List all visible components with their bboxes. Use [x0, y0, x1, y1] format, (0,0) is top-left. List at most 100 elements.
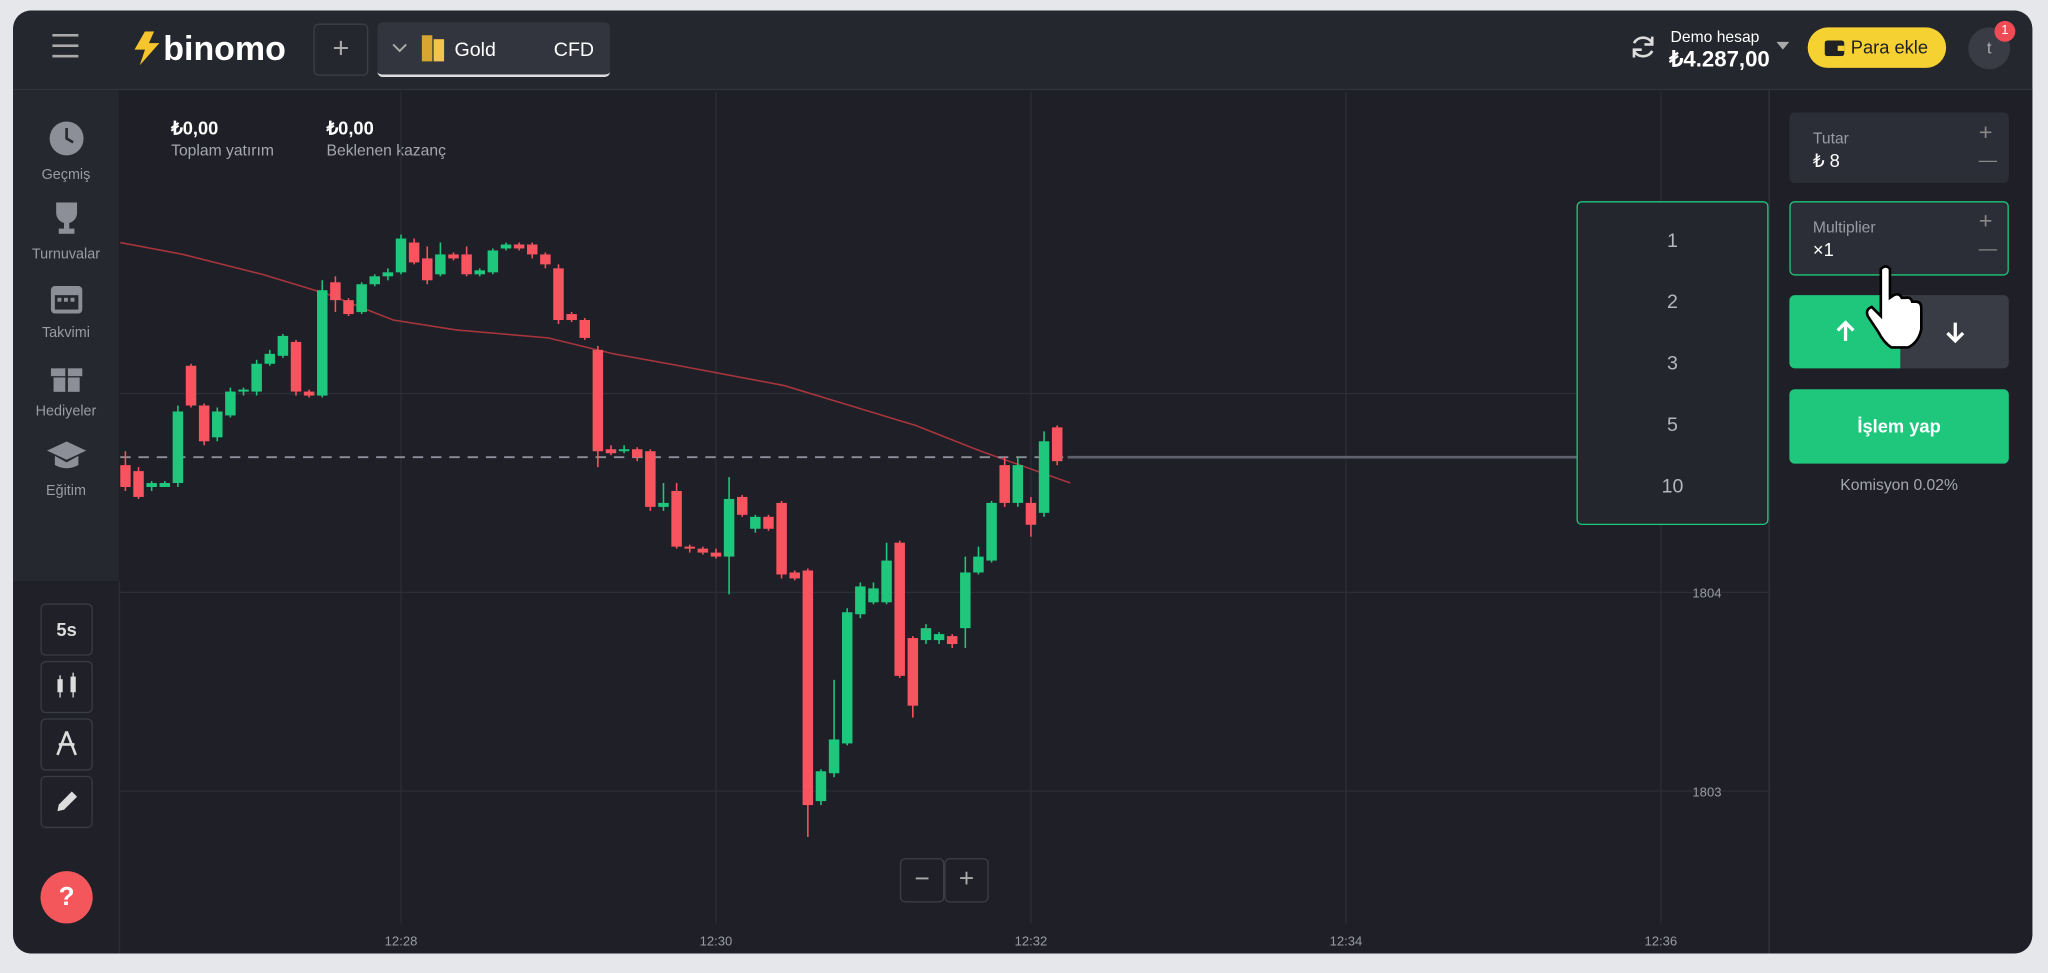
- trade-button[interactable]: İşlem yap: [1789, 389, 2009, 464]
- multiplier-label: Multiplier: [1812, 218, 1876, 237]
- dropdown-option[interactable]: 10: [1661, 475, 1684, 498]
- candle-body: [395, 238, 407, 273]
- multiplier-dropdown: 1 2 3 5 10: [1576, 201, 1769, 526]
- candle-body: [159, 483, 171, 488]
- window: binomo + Gold CFD Demo hesap ₺4.287,00 P…: [13, 10, 2033, 954]
- candle-body: [618, 449, 630, 452]
- candle-body: [343, 300, 354, 315]
- dropdown-option[interactable]: 2: [1667, 291, 1678, 314]
- x-tick-label: 12:30: [700, 934, 733, 949]
- candle-body: [133, 471, 144, 497]
- draw-button[interactable]: [40, 775, 93, 829]
- candle-body: [802, 570, 814, 806]
- zoom-out[interactable]: −: [899, 858, 945, 903]
- increase[interactable]: +: [1978, 118, 1993, 145]
- candle-body: [710, 552, 722, 557]
- indicators-button[interactable]: [40, 718, 93, 771]
- candle-body: [828, 739, 840, 774]
- candle-body: [894, 542, 905, 676]
- candle-body: [815, 771, 827, 802]
- candle-body: [264, 353, 276, 364]
- sidebar-label: Geçmiş: [41, 167, 91, 183]
- arrow-down: [1946, 322, 1965, 344]
- candle-body: [736, 496, 748, 515]
- candle-body: [225, 391, 236, 416]
- balance[interactable]: ₺4.287,00: [1669, 47, 1770, 72]
- x-tick-label: 12:28: [385, 934, 418, 949]
- candle-body: [356, 284, 367, 313]
- candle-body: [763, 516, 774, 529]
- chart-type-button[interactable]: [40, 660, 93, 714]
- dropdown-option[interactable]: 3: [1667, 352, 1678, 375]
- chevron: [1776, 41, 1790, 50]
- add-tab[interactable]: +: [313, 23, 369, 76]
- dropdown-option[interactable]: 5: [1667, 414, 1678, 437]
- help-button[interactable]: ?: [40, 871, 93, 924]
- decrease[interactable]: —: [1978, 148, 1998, 170]
- asset-tab[interactable]: [377, 22, 610, 78]
- candle-body: [408, 242, 420, 263]
- candle-body: [1038, 441, 1050, 513]
- increase[interactable]: +: [1978, 207, 1993, 234]
- candle-body: [933, 634, 945, 641]
- candle-body: [841, 612, 853, 744]
- calendar-icon[interactable]: [48, 281, 85, 315]
- candle-body: [474, 270, 485, 275]
- candle-body: [789, 572, 800, 579]
- candle-body: [723, 498, 735, 557]
- brand: binomo: [163, 28, 286, 68]
- candle-body: [750, 516, 761, 529]
- multiplier-input[interactable]: [1789, 201, 2009, 276]
- sync-icon[interactable]: [1629, 33, 1658, 62]
- amount-value: ₺ 8: [1812, 150, 1840, 172]
- candle-body: [185, 365, 197, 406]
- stat-label: Toplam yatırım: [171, 141, 274, 160]
- candle-body: [960, 572, 971, 629]
- dropdown-option[interactable]: 1: [1667, 229, 1678, 253]
- candle-body: [946, 636, 958, 645]
- candle-body: [251, 363, 262, 392]
- arrow-up: [1836, 320, 1855, 341]
- amount-input[interactable]: [1789, 112, 2009, 183]
- pencil-icon: [57, 791, 78, 812]
- moving-average: [120, 241, 1071, 484]
- x-tick-label: 12:32: [1015, 934, 1048, 949]
- candle-body: [277, 335, 289, 356]
- candle-body: [513, 244, 525, 249]
- x-tick-label: 12:34: [1330, 934, 1363, 949]
- candle-body: [330, 282, 341, 301]
- sidebar-label: Takvimi: [41, 325, 90, 341]
- candle-body: [238, 389, 249, 392]
- education-icon[interactable]: [46, 439, 88, 473]
- chevron: [392, 43, 407, 53]
- candle-body: [697, 548, 709, 553]
- decrease[interactable]: —: [1978, 237, 1998, 259]
- gift-icon[interactable]: [48, 359, 85, 393]
- trophy-icon[interactable]: [48, 200, 85, 237]
- asset-name: Gold: [454, 39, 496, 62]
- history-icon[interactable]: [48, 120, 85, 157]
- hand-cursor: [1865, 265, 1923, 349]
- candle-body: [986, 502, 997, 561]
- y-tick-label: 1804: [1692, 586, 1721, 601]
- candle-body: [776, 502, 787, 575]
- commission: Komisyon 0.02%: [1840, 475, 1958, 494]
- candle-body: [1012, 465, 1024, 503]
- x-tick-label: 12:36: [1645, 934, 1678, 949]
- candle-body: [198, 405, 210, 442]
- asset-type: CFD: [553, 39, 595, 62]
- candle-body: [369, 276, 381, 285]
- menu-icon[interactable]: [52, 33, 81, 58]
- candle-body: [920, 628, 932, 641]
- candle-body: [435, 254, 446, 275]
- timeframe-button[interactable]: 5s: [40, 603, 93, 656]
- candle-body: [317, 290, 328, 396]
- logo-bolt: [134, 31, 160, 66]
- zoom-in[interactable]: +: [944, 858, 989, 903]
- candle-body: [592, 349, 604, 452]
- candle-body: [500, 244, 512, 249]
- sidebar-label: Eğitim: [45, 483, 86, 499]
- candle-body: [1051, 427, 1063, 462]
- candle-body: [146, 483, 157, 488]
